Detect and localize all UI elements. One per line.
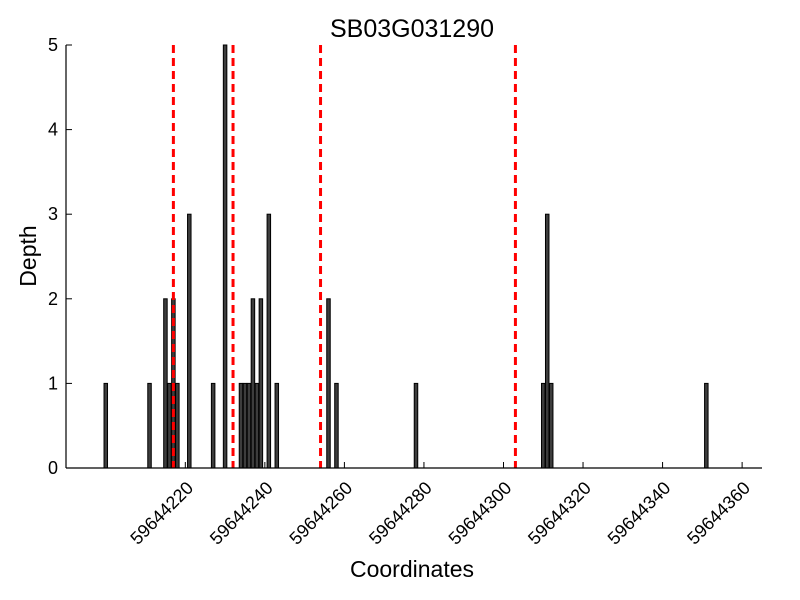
x-tick-label: 59644240: [206, 478, 277, 549]
y-tick-label: 0: [48, 458, 58, 478]
depth-bar: [163, 298, 168, 469]
x-tick-label: 59644220: [126, 478, 197, 549]
x-tick-label: 59644340: [604, 478, 675, 549]
depth-bar: [258, 298, 264, 469]
depth-bar: [250, 298, 256, 469]
y-axis-label: Depth: [15, 225, 41, 286]
x-axis-label: Coordinates: [350, 556, 474, 582]
chart-title: SB03G031290: [330, 15, 494, 43]
depth-bar: [147, 382, 152, 469]
depth-bar: [103, 382, 109, 469]
depth-bar: [187, 213, 192, 469]
depth-bar: [334, 382, 339, 469]
depth-bar: [238, 382, 244, 469]
depth-bar: [210, 382, 216, 469]
depth-bar: [242, 382, 248, 469]
depth-bar: [326, 298, 331, 469]
y-tick-label: 1: [48, 373, 58, 393]
depth-bar: [704, 382, 709, 469]
y-tick-label: 5: [48, 35, 58, 55]
reference-lines-layer: [171, 45, 517, 468]
depth-bar: [246, 382, 252, 469]
y-tick-label: 2: [48, 289, 58, 309]
depth-bar: [266, 213, 272, 469]
depth-bar: [541, 382, 546, 469]
x-tick-label: 59644360: [683, 478, 754, 549]
x-tick-label: 59644320: [524, 478, 595, 549]
depth-bar: [222, 44, 228, 469]
x-tick-label: 59644280: [365, 478, 436, 549]
depth-bar: [548, 382, 554, 469]
y-tick-label: 3: [48, 204, 58, 224]
depth-bar: [254, 382, 260, 469]
depth-bar: [175, 382, 180, 469]
depth-bar: [167, 382, 172, 469]
depth-bar: [544, 213, 550, 469]
x-tick-label: 59644260: [286, 478, 357, 549]
y-tick-label: 4: [48, 120, 58, 140]
bars-layer: [103, 44, 709, 469]
depth-bar: [413, 382, 419, 469]
x-tick-label: 59644300: [445, 478, 516, 549]
depth-bar: [274, 382, 280, 469]
